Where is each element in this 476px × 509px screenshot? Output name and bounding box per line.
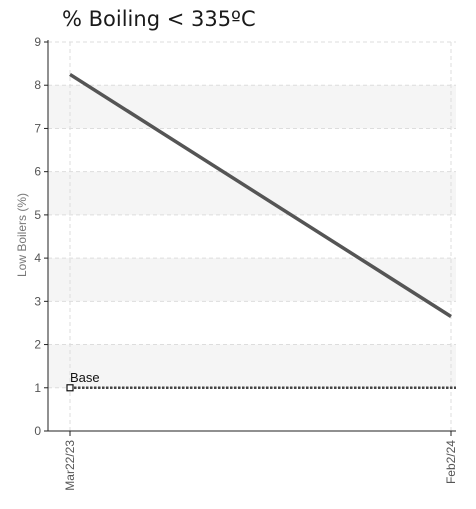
y-tick-label: 6 — [34, 165, 41, 179]
y-tick-label: 0 — [34, 424, 41, 438]
y-tick-label: 5 — [34, 208, 41, 222]
y-tick-label: 8 — [34, 78, 41, 92]
background-band — [48, 171, 456, 215]
y-axis-label: Low Boilers (%) — [15, 193, 29, 277]
base-marker — [66, 384, 74, 392]
y-tick-label: 7 — [34, 121, 41, 135]
x-tick-label: Feb2/24 — [444, 440, 458, 484]
x-tick-label: Mar22/23 — [63, 440, 77, 491]
background-band — [48, 258, 456, 302]
reference-lines: Base — [66, 370, 456, 392]
chart-title: % Boiling < 335ºC — [62, 7, 256, 31]
background-band — [48, 85, 456, 129]
base-label: Base — [70, 370, 100, 385]
y-tick-label: 3 — [34, 294, 41, 308]
y-tick-label: 1 — [34, 381, 41, 395]
y-tick-labels: 0 1 2 3 4 5 6 7 8 9 — [34, 35, 41, 438]
background-band — [48, 344, 456, 388]
x-tick-labels: Mar22/23 Feb2/24 — [63, 440, 458, 491]
axes — [44, 40, 456, 436]
series — [69, 72, 452, 318]
y-tick-label: 2 — [34, 338, 41, 352]
y-tick-label: 4 — [34, 251, 41, 265]
series-line — [69, 72, 452, 318]
y-tick-label: 9 — [34, 35, 41, 49]
background-bands — [48, 85, 456, 388]
